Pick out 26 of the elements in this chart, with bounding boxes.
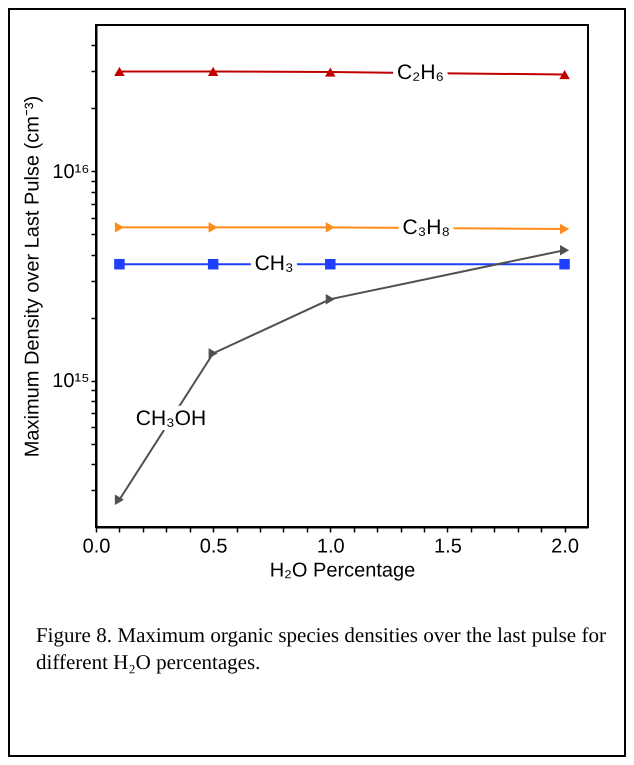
y-tick-label: 10¹⁵ [52,370,90,392]
point [114,66,125,76]
x-tick-label: 1.0 [316,536,345,558]
point [114,494,124,505]
x-tick-label: 2.0 [551,536,579,558]
x-axis-title: H₂O Percentage [270,560,416,582]
point [560,244,570,256]
x-tick-label: 1.5 [434,536,462,558]
point [208,222,218,233]
point [208,348,218,359]
point [114,258,125,270]
x-tick-label: 0.5 [200,536,228,558]
point [325,258,336,270]
point [559,70,570,80]
y-tick-label: 10¹⁶ [52,160,90,183]
point [559,258,570,270]
x-tick-label: 0.0 [82,536,110,558]
caption: Figure 8. Maximum organic species densities over the last pulse for different H₂O percentages. [36,622,606,676]
point [208,66,218,76]
point [208,258,218,270]
y-axis-title: Maximum Density over Last Pulse (cm⁻³) [21,96,44,458]
point [326,294,335,304]
point [560,224,570,234]
point [114,222,124,233]
point [326,222,335,233]
point [325,68,336,77]
